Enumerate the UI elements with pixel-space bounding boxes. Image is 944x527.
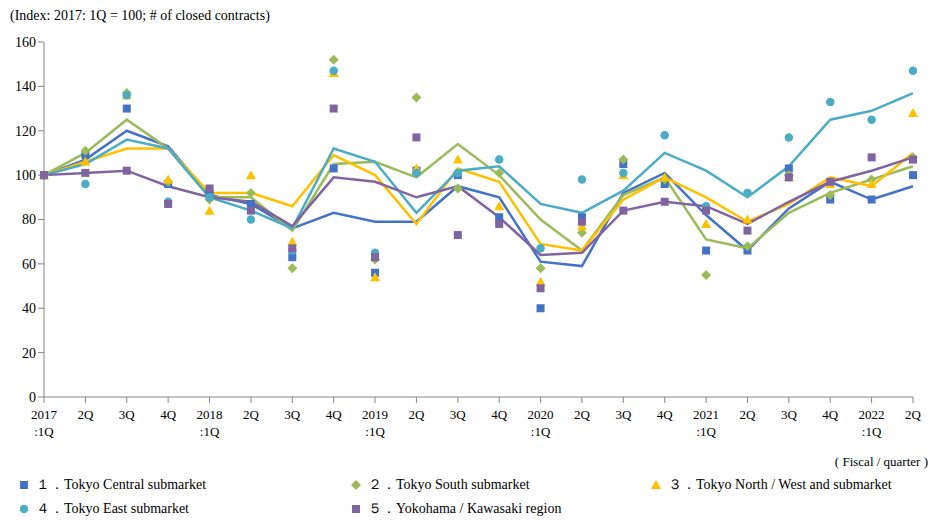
html-text:５．Yokohama / Kawasaki region: ５．Yokohama / Kawasaki region <box>368 501 562 516</box>
svg-text:4Q: 4Q <box>822 407 839 422</box>
svg-text:3Q: 3Q <box>450 407 467 422</box>
svg-text::1Q: :1Q <box>531 424 551 439</box>
svg-text:140: 140 <box>15 79 36 94</box>
svg-text:60: 60 <box>22 257 36 272</box>
svg-text::1Q: :1Q <box>365 424 385 439</box>
svg-text:3Q: 3Q <box>284 407 301 422</box>
html-text:２．Tokyo South submarket: ２．Tokyo South submarket <box>368 477 530 492</box>
svg-text::1Q: :1Q <box>34 424 54 439</box>
html-text:(Index: 2017: 1Q = 100; # of c: (Index: 2017: 1Q = 100; # of closed cont… <box>10 8 270 23</box>
svg-text:20: 20 <box>22 346 36 361</box>
svg-text:3Q: 3Q <box>781 407 798 422</box>
svg-text:2022: 2022 <box>859 407 885 422</box>
svg-text:40: 40 <box>22 301 36 316</box>
svg-text:100: 100 <box>15 168 36 183</box>
svg-text:2020: 2020 <box>528 407 554 422</box>
svg-text:4Q: 4Q <box>657 407 674 422</box>
svg-text:3Q: 3Q <box>119 407 136 422</box>
svg-text:80: 80 <box>22 212 36 227</box>
svg-text:2Q: 2Q <box>740 407 757 422</box>
svg-text:120: 120 <box>15 124 36 139</box>
svg-text:3Q: 3Q <box>615 407 632 422</box>
html-text:３．Tokyo North / West and subma: ３．Tokyo North / West and submarket <box>668 477 892 492</box>
svg-text:160: 160 <box>15 35 36 50</box>
svg-text:4Q: 4Q <box>160 407 177 422</box>
svg-text:2Q: 2Q <box>574 407 591 422</box>
svg-text:2Q: 2Q <box>243 407 260 422</box>
svg-text::1Q: :1Q <box>696 424 716 439</box>
svg-text:2Q: 2Q <box>905 407 922 422</box>
svg-text:2017: 2017 <box>31 407 58 422</box>
svg-text:2019: 2019 <box>362 407 388 422</box>
html-text:４．Tokyo East submarket: ４．Tokyo East submarket <box>36 501 189 516</box>
svg-text:4Q: 4Q <box>326 407 343 422</box>
svg-text:2Q: 2Q <box>408 407 425 422</box>
svg-text:2018: 2018 <box>197 407 223 422</box>
svg-text:4Q: 4Q <box>491 407 508 422</box>
svg-text::1Q: :1Q <box>200 424 220 439</box>
svg-text:2Q: 2Q <box>77 407 94 422</box>
svg-text:0: 0 <box>29 390 36 405</box>
svg-text::1Q: :1Q <box>862 424 882 439</box>
html-text:１．Tokyo Central submarket: １．Tokyo Central submarket <box>36 477 207 492</box>
html-text:( Fiscal / quarter ): ( Fiscal / quarter ) <box>834 454 928 469</box>
svg-text:2021: 2021 <box>693 407 719 422</box>
